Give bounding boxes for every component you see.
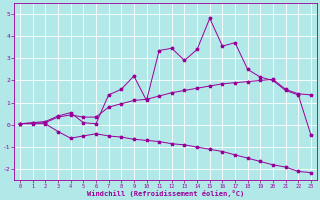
X-axis label: Windchill (Refroidissement éolien,°C): Windchill (Refroidissement éolien,°C) — [87, 190, 244, 197]
